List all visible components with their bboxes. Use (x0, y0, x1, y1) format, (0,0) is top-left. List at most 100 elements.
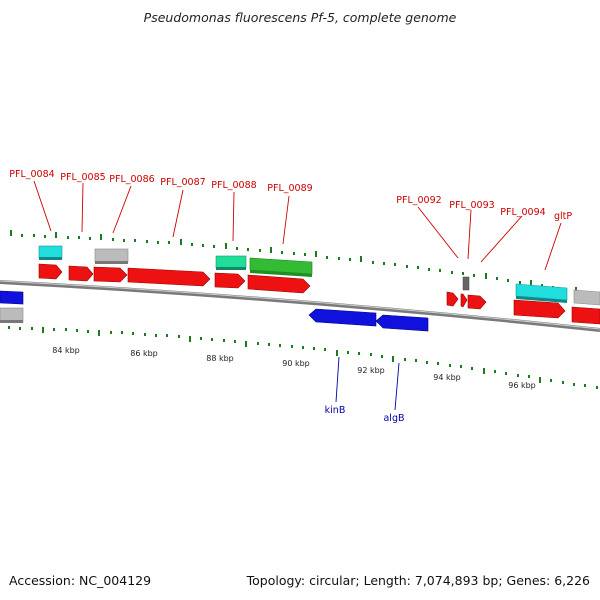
gc-tick-upper (372, 261, 374, 264)
repeat-feature[interactable] (249, 257, 313, 277)
pseudo-feature-small[interactable] (462, 276, 470, 291)
gc-tick-upper (247, 248, 249, 251)
forward-gene-PFL_0092[interactable] (446, 291, 459, 307)
gc-tick-upper (349, 258, 351, 261)
gc-tick-upper (293, 252, 295, 255)
scale-label: 96 kbp (508, 381, 536, 390)
gc-tick-lower (584, 384, 586, 387)
forward-gene-label: gltP (554, 211, 572, 222)
forward-gene-edge[interactable] (571, 306, 600, 325)
gc-tick-lower (404, 358, 406, 361)
forward-gene-PFL_0088[interactable] (214, 272, 246, 289)
rna-feature-2[interactable] (515, 283, 568, 303)
reverse-gene-kinB[interactable] (308, 308, 377, 327)
genome-summary-text: Topology: circular; Length: 7,074,893 bp… (246, 573, 590, 588)
gc-tick-upper (202, 244, 204, 247)
gc-tick-lower (494, 370, 496, 373)
gc-tick-lower (437, 362, 439, 365)
gc-tick-lower (31, 327, 33, 330)
gc-tick-upper (236, 247, 238, 250)
gc-tick-upper (168, 241, 170, 244)
forward-gene-label: PFL_0094 (500, 207, 545, 218)
gc-tick-upper (304, 253, 306, 256)
gc-tick-lower (268, 343, 270, 346)
gc-tick-lower (449, 364, 451, 367)
gc-tick-upper (462, 272, 464, 275)
gc-tick-upper (89, 237, 91, 240)
reverse-gene-edge[interactable] (0, 290, 24, 305)
scale-label: 84 kbp (52, 346, 80, 355)
forward-gene-label: PFL_0093 (449, 200, 494, 211)
gc-tick-lower (426, 361, 428, 364)
gc-tick-upper (191, 243, 193, 246)
gc-tick-upper (315, 251, 317, 257)
scale-label: 94 kbp (433, 373, 461, 382)
pseudo-feature[interactable] (94, 248, 129, 264)
genome-backbone (0, 280, 600, 332)
forward-gene-PFL_0093[interactable] (460, 293, 468, 308)
gc-tick-upper (485, 273, 487, 279)
gc-tick-lower (291, 345, 293, 348)
pseudo-feature-2[interactable] (573, 289, 600, 306)
forward-gene-label: PFL_0088 (211, 180, 256, 191)
gc-tick-lower (550, 379, 552, 382)
pseudo-feature-edge-shadow (0, 320, 23, 323)
gc-tick-upper (123, 239, 125, 242)
gc-tick-lower (76, 329, 78, 332)
rna-feature[interactable] (38, 245, 63, 260)
forward-gene-PFL_0094[interactable] (467, 294, 487, 310)
gc-tick-lower (324, 348, 326, 351)
gc-tick-lower (460, 365, 462, 368)
gc-tick-upper (519, 281, 521, 284)
gc-tick-lower (200, 337, 202, 340)
gc-tick-upper (33, 234, 35, 237)
gc-tick-upper (10, 230, 12, 236)
gc-tick-upper (180, 239, 182, 245)
forward-gene-PFL_0084[interactable] (38, 263, 63, 280)
gc-tick-lower (358, 352, 360, 355)
gc-tick-lower (42, 327, 44, 333)
gc-tick-upper (428, 268, 430, 271)
gc-tick-lower (234, 340, 236, 343)
gc-tick-lower (562, 381, 564, 384)
gc-tick-lower (483, 368, 485, 374)
forward-gene-label: PFL_0086 (109, 174, 154, 185)
gc-tick-lower (19, 327, 21, 330)
gc-tick-lower (313, 347, 315, 350)
forward-gene-PFL_0085[interactable] (68, 265, 94, 282)
genome-backbone-highlight (0, 280, 600, 330)
gc-tick-upper (78, 236, 80, 239)
gc-tick-upper (100, 234, 102, 240)
gc-tick-lower (245, 341, 247, 347)
gc-tick-lower (528, 375, 530, 378)
gc-tick-upper (439, 269, 441, 272)
gc-tick-upper (473, 274, 475, 277)
forward-gene-label: PFL_0089 (267, 183, 312, 194)
gc-tick-lower (370, 353, 372, 356)
gc-tick-upper (360, 256, 362, 262)
gc-tick-upper (417, 266, 419, 269)
forward-gene-label: PFL_0092 (396, 195, 441, 206)
gc-tick-upper (326, 256, 328, 259)
reverse-gene-algB[interactable] (375, 314, 429, 332)
scale-label: 92 kbp (357, 366, 385, 375)
gc-tick-upper (44, 235, 46, 238)
gc-tick-upper (394, 263, 396, 266)
forward-gene-PFL_0086[interactable] (93, 266, 128, 283)
misc-feature[interactable] (215, 255, 247, 270)
forward-gene-label: PFL_0084 (9, 169, 54, 180)
pseudo-feature-edge[interactable] (0, 307, 24, 323)
gc-tick-lower (166, 334, 168, 337)
forward-gene-gltP[interactable] (513, 299, 566, 319)
gc-tick-upper (157, 241, 159, 244)
gc-tick-upper (338, 257, 340, 260)
reverse-label-leaders (335, 356, 400, 411)
forward-gene-PFL_0087[interactable] (127, 267, 211, 287)
gc-tick-upper (55, 232, 57, 238)
forward-gene-PFL_0089[interactable] (247, 274, 311, 294)
forward-label-leaders (33, 180, 562, 271)
gc-tick-lower (381, 355, 383, 358)
gc-tick-lower (189, 336, 191, 342)
gc-tick-lower (302, 346, 304, 349)
